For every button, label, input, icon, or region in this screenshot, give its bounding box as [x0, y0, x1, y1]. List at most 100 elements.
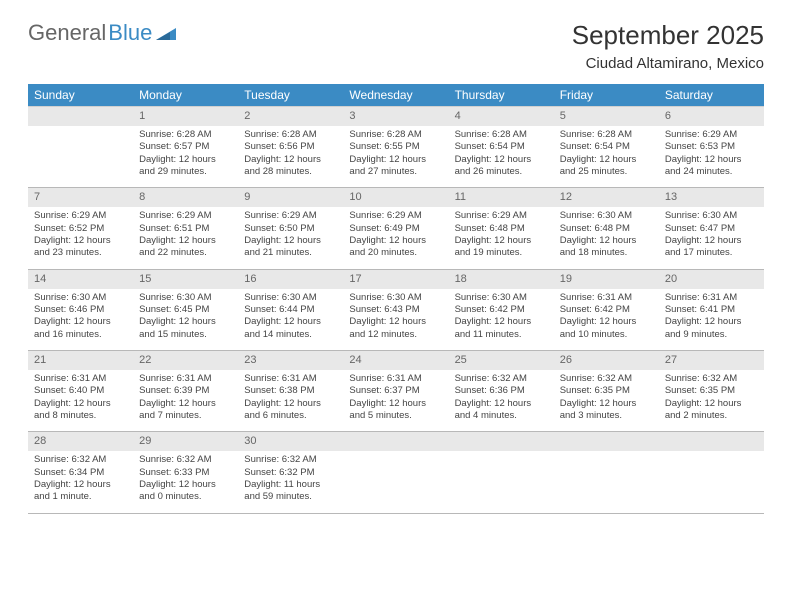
day-details-text: Sunrise: 6:30 AMSunset: 6:44 PMDaylight:…	[244, 292, 337, 341]
day-content-row: Sunrise: 6:32 AMSunset: 6:34 PMDaylight:…	[28, 451, 764, 513]
day-content-cell: Sunrise: 6:31 AMSunset: 6:39 PMDaylight:…	[133, 370, 238, 432]
day-details-text: Sunrise: 6:32 AMSunset: 6:35 PMDaylight:…	[560, 373, 653, 422]
weekday-header: Monday	[133, 84, 238, 107]
day-number-cell	[28, 107, 133, 126]
day-details-text: Sunrise: 6:28 AMSunset: 6:57 PMDaylight:…	[139, 129, 232, 178]
day-content-row: Sunrise: 6:29 AMSunset: 6:52 PMDaylight:…	[28, 207, 764, 269]
day-details-text: Sunrise: 6:29 AMSunset: 6:50 PMDaylight:…	[244, 210, 337, 259]
day-number-cell: 17	[343, 269, 448, 288]
day-details-text: Sunrise: 6:32 AMSunset: 6:34 PMDaylight:…	[34, 454, 127, 503]
day-content-row: Sunrise: 6:28 AMSunset: 6:57 PMDaylight:…	[28, 126, 764, 188]
day-content-cell: Sunrise: 6:29 AMSunset: 6:53 PMDaylight:…	[659, 126, 764, 188]
day-content-cell: Sunrise: 6:30 AMSunset: 6:46 PMDaylight:…	[28, 289, 133, 351]
day-number-cell	[659, 432, 764, 451]
day-details-text: Sunrise: 6:31 AMSunset: 6:40 PMDaylight:…	[34, 373, 127, 422]
day-number-cell: 13	[659, 188, 764, 207]
day-content-cell: Sunrise: 6:31 AMSunset: 6:37 PMDaylight:…	[343, 370, 448, 432]
day-content-cell: Sunrise: 6:28 AMSunset: 6:54 PMDaylight:…	[449, 126, 554, 188]
brand-part1: General	[28, 20, 106, 46]
day-content-cell: Sunrise: 6:32 AMSunset: 6:33 PMDaylight:…	[133, 451, 238, 513]
day-details-text: Sunrise: 6:29 AMSunset: 6:52 PMDaylight:…	[34, 210, 127, 259]
day-details-text: Sunrise: 6:31 AMSunset: 6:42 PMDaylight:…	[560, 292, 653, 341]
calendar-body: 123456 Sunrise: 6:28 AMSunset: 6:57 PMDay…	[28, 107, 764, 514]
day-content-cell	[28, 126, 133, 188]
day-number-cell: 12	[554, 188, 659, 207]
day-content-cell: Sunrise: 6:30 AMSunset: 6:48 PMDaylight:…	[554, 207, 659, 269]
day-details-text: Sunrise: 6:29 AMSunset: 6:53 PMDaylight:…	[665, 129, 758, 178]
day-number-row: 123456	[28, 107, 764, 126]
day-details-text: Sunrise: 6:30 AMSunset: 6:45 PMDaylight:…	[139, 292, 232, 341]
day-content-cell: Sunrise: 6:32 AMSunset: 6:34 PMDaylight:…	[28, 451, 133, 513]
day-number-cell: 23	[238, 351, 343, 370]
day-content-cell: Sunrise: 6:32 AMSunset: 6:35 PMDaylight:…	[554, 370, 659, 432]
page-header: GeneralBlue September 2025 Ciudad Altami…	[28, 20, 764, 72]
day-number-cell: 3	[343, 107, 448, 126]
calendar-table: Sunday Monday Tuesday Wednesday Thursday…	[28, 84, 764, 514]
day-content-cell: Sunrise: 6:29 AMSunset: 6:52 PMDaylight:…	[28, 207, 133, 269]
day-number-cell: 1	[133, 107, 238, 126]
day-content-cell: Sunrise: 6:30 AMSunset: 6:42 PMDaylight:…	[449, 289, 554, 351]
day-number-cell: 7	[28, 188, 133, 207]
day-content-cell: Sunrise: 6:31 AMSunset: 6:40 PMDaylight:…	[28, 370, 133, 432]
day-content-cell	[343, 451, 448, 513]
day-number-cell: 27	[659, 351, 764, 370]
day-details-text: Sunrise: 6:30 AMSunset: 6:43 PMDaylight:…	[349, 292, 442, 341]
day-content-cell: Sunrise: 6:28 AMSunset: 6:55 PMDaylight:…	[343, 126, 448, 188]
day-details-text: Sunrise: 6:28 AMSunset: 6:55 PMDaylight:…	[349, 129, 442, 178]
day-content-cell: Sunrise: 6:29 AMSunset: 6:51 PMDaylight:…	[133, 207, 238, 269]
day-number-row: 21222324252627	[28, 351, 764, 370]
day-content-cell: Sunrise: 6:30 AMSunset: 6:44 PMDaylight:…	[238, 289, 343, 351]
day-details-text: Sunrise: 6:31 AMSunset: 6:37 PMDaylight:…	[349, 373, 442, 422]
day-content-cell: Sunrise: 6:30 AMSunset: 6:43 PMDaylight:…	[343, 289, 448, 351]
month-title: September 2025	[572, 20, 764, 51]
day-details-text: Sunrise: 6:32 AMSunset: 6:32 PMDaylight:…	[244, 454, 337, 503]
day-details-text: Sunrise: 6:31 AMSunset: 6:38 PMDaylight:…	[244, 373, 337, 422]
location-label: Ciudad Altamirano, Mexico	[572, 55, 764, 72]
day-content-cell: Sunrise: 6:28 AMSunset: 6:56 PMDaylight:…	[238, 126, 343, 188]
day-number-cell: 24	[343, 351, 448, 370]
day-number-cell: 22	[133, 351, 238, 370]
day-number-cell: 2	[238, 107, 343, 126]
day-number-row: 14151617181920	[28, 269, 764, 288]
day-details-text: Sunrise: 6:29 AMSunset: 6:49 PMDaylight:…	[349, 210, 442, 259]
day-content-cell: Sunrise: 6:28 AMSunset: 6:54 PMDaylight:…	[554, 126, 659, 188]
day-details-text: Sunrise: 6:31 AMSunset: 6:39 PMDaylight:…	[139, 373, 232, 422]
day-number-cell: 21	[28, 351, 133, 370]
day-number-cell: 26	[554, 351, 659, 370]
day-content-cell: Sunrise: 6:31 AMSunset: 6:38 PMDaylight:…	[238, 370, 343, 432]
day-number-cell: 25	[449, 351, 554, 370]
logo-triangle-icon	[156, 26, 176, 40]
day-number-cell: 4	[449, 107, 554, 126]
weekday-header: Thursday	[449, 84, 554, 107]
day-number-cell: 11	[449, 188, 554, 207]
day-number-cell: 30	[238, 432, 343, 451]
day-number-cell: 19	[554, 269, 659, 288]
day-content-cell: Sunrise: 6:29 AMSunset: 6:49 PMDaylight:…	[343, 207, 448, 269]
day-details-text: Sunrise: 6:28 AMSunset: 6:56 PMDaylight:…	[244, 129, 337, 178]
weekday-header: Saturday	[659, 84, 764, 107]
day-content-cell: Sunrise: 6:30 AMSunset: 6:45 PMDaylight:…	[133, 289, 238, 351]
day-number-cell: 5	[554, 107, 659, 126]
weekday-header-row: Sunday Monday Tuesday Wednesday Thursday…	[28, 84, 764, 107]
day-details-text: Sunrise: 6:30 AMSunset: 6:42 PMDaylight:…	[455, 292, 548, 341]
day-details-text: Sunrise: 6:32 AMSunset: 6:35 PMDaylight:…	[665, 373, 758, 422]
day-content-cell: Sunrise: 6:28 AMSunset: 6:57 PMDaylight:…	[133, 126, 238, 188]
day-number-cell	[554, 432, 659, 451]
day-content-cell: Sunrise: 6:30 AMSunset: 6:47 PMDaylight:…	[659, 207, 764, 269]
day-details-text: Sunrise: 6:32 AMSunset: 6:33 PMDaylight:…	[139, 454, 232, 503]
day-content-cell: Sunrise: 6:31 AMSunset: 6:41 PMDaylight:…	[659, 289, 764, 351]
day-details-text: Sunrise: 6:28 AMSunset: 6:54 PMDaylight:…	[560, 129, 653, 178]
day-number-cell: 14	[28, 269, 133, 288]
day-content-cell: Sunrise: 6:31 AMSunset: 6:42 PMDaylight:…	[554, 289, 659, 351]
brand-logo: GeneralBlue	[28, 20, 176, 46]
day-details-text: Sunrise: 6:31 AMSunset: 6:41 PMDaylight:…	[665, 292, 758, 341]
day-number-cell: 16	[238, 269, 343, 288]
day-content-cell: Sunrise: 6:32 AMSunset: 6:35 PMDaylight:…	[659, 370, 764, 432]
weekday-header: Wednesday	[343, 84, 448, 107]
day-details-text: Sunrise: 6:30 AMSunset: 6:47 PMDaylight:…	[665, 210, 758, 259]
day-content-cell	[449, 451, 554, 513]
calendar-page: GeneralBlue September 2025 Ciudad Altami…	[0, 0, 792, 534]
day-number-cell: 28	[28, 432, 133, 451]
day-content-cell: Sunrise: 6:29 AMSunset: 6:48 PMDaylight:…	[449, 207, 554, 269]
day-content-cell	[554, 451, 659, 513]
